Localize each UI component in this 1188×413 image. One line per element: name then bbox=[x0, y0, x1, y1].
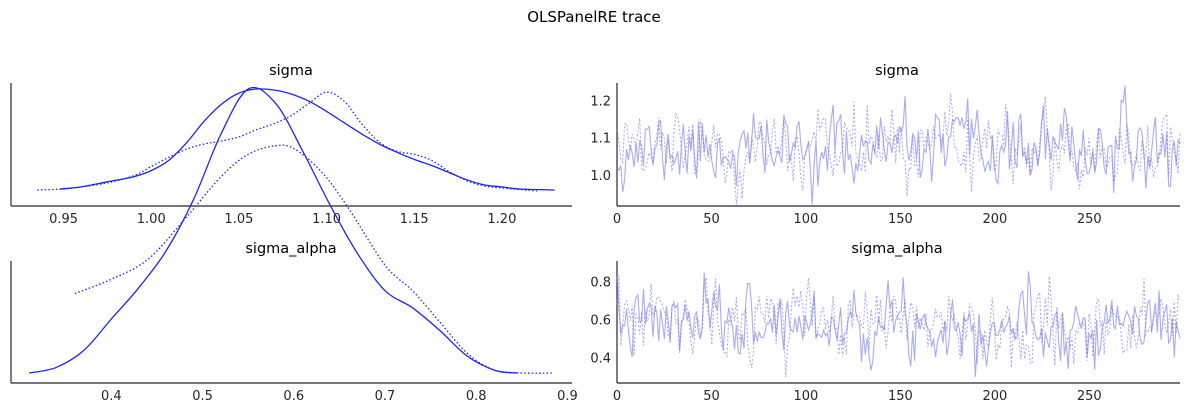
y-tick-label: 1.1 bbox=[590, 132, 611, 147]
x-tick-label: 200 bbox=[982, 212, 1007, 227]
panel-title-sigma-trace: sigma bbox=[875, 63, 919, 79]
x-tick-label: 150 bbox=[888, 212, 913, 227]
x-tick-label: 0 bbox=[613, 212, 621, 227]
posterior-kde-sigma: sigma 0.95 1.00 1.05 1.10 1.15 1.20 bbox=[10, 63, 572, 227]
x-tick-label: 1.00 bbox=[137, 212, 166, 227]
x-tick-label: 50 bbox=[703, 212, 720, 227]
x-tick-label: 1.05 bbox=[224, 212, 253, 227]
x-tick-label: 0 bbox=[613, 389, 621, 404]
x-tick-label: 0.7 bbox=[375, 389, 396, 404]
y-tick-label: 0.6 bbox=[590, 314, 611, 329]
kde-curve-chain-2 bbox=[74, 144, 554, 374]
kde-curve-chain-1 bbox=[60, 88, 555, 191]
x-tick-label: 100 bbox=[794, 212, 819, 227]
panel-title-sigma-kde: sigma bbox=[269, 63, 313, 79]
y-tick-label: 0.4 bbox=[590, 352, 611, 367]
trace-line-chain-2 bbox=[616, 93, 1181, 205]
x-tick-label: 1.10 bbox=[312, 212, 341, 227]
kde-curve-chain-2 bbox=[37, 91, 537, 192]
x-tick-label: 100 bbox=[794, 389, 819, 404]
x-tick-label: 50 bbox=[703, 389, 720, 404]
trace-line-chain-1 bbox=[616, 85, 1181, 205]
trace-line-chain-1 bbox=[616, 271, 1181, 377]
y-tick-label: 0.8 bbox=[590, 275, 611, 290]
panel-title-sigma-alpha-trace: sigma_alpha bbox=[851, 241, 942, 257]
x-tick-label: 250 bbox=[1077, 389, 1102, 404]
trace-plot-sigma-alpha: sigma_alpha 0 50 100 150 200 250 0.4 0.6 0.8 bbox=[590, 241, 1181, 404]
x-tick-label: 250 bbox=[1077, 212, 1102, 227]
y-tick-label: 1.2 bbox=[590, 94, 611, 109]
x-tick-label: 1.15 bbox=[400, 212, 429, 227]
figure-title: OLSPanelRE trace bbox=[527, 8, 661, 26]
x-tick-label: 0.8 bbox=[466, 389, 487, 404]
posterior-kde-sigma-alpha: sigma_alpha 0.4 0.5 0.6 0.7 0.8 0.9 bbox=[10, 86, 578, 404]
x-tick-label: 0.5 bbox=[192, 389, 213, 404]
x-tick-label: 1.20 bbox=[487, 212, 516, 227]
kde-curve-chain-1 bbox=[29, 86, 518, 374]
trace-plot-sigma: sigma 0 50 100 150 200 250 1.0 1.1 1.2 bbox=[590, 63, 1181, 227]
panel-title-sigma-alpha-kde: sigma_alpha bbox=[245, 241, 336, 257]
x-tick-label: 150 bbox=[888, 389, 913, 404]
x-tick-label: 0.9 bbox=[557, 389, 578, 404]
y-tick-label: 1.0 bbox=[590, 169, 611, 184]
x-tick-label: 0.6 bbox=[283, 389, 304, 404]
x-tick-label: 0.95 bbox=[49, 212, 78, 227]
trace-line-chain-2 bbox=[616, 275, 1181, 378]
x-tick-label: 0.4 bbox=[101, 389, 122, 404]
x-tick-label: 200 bbox=[982, 389, 1007, 404]
